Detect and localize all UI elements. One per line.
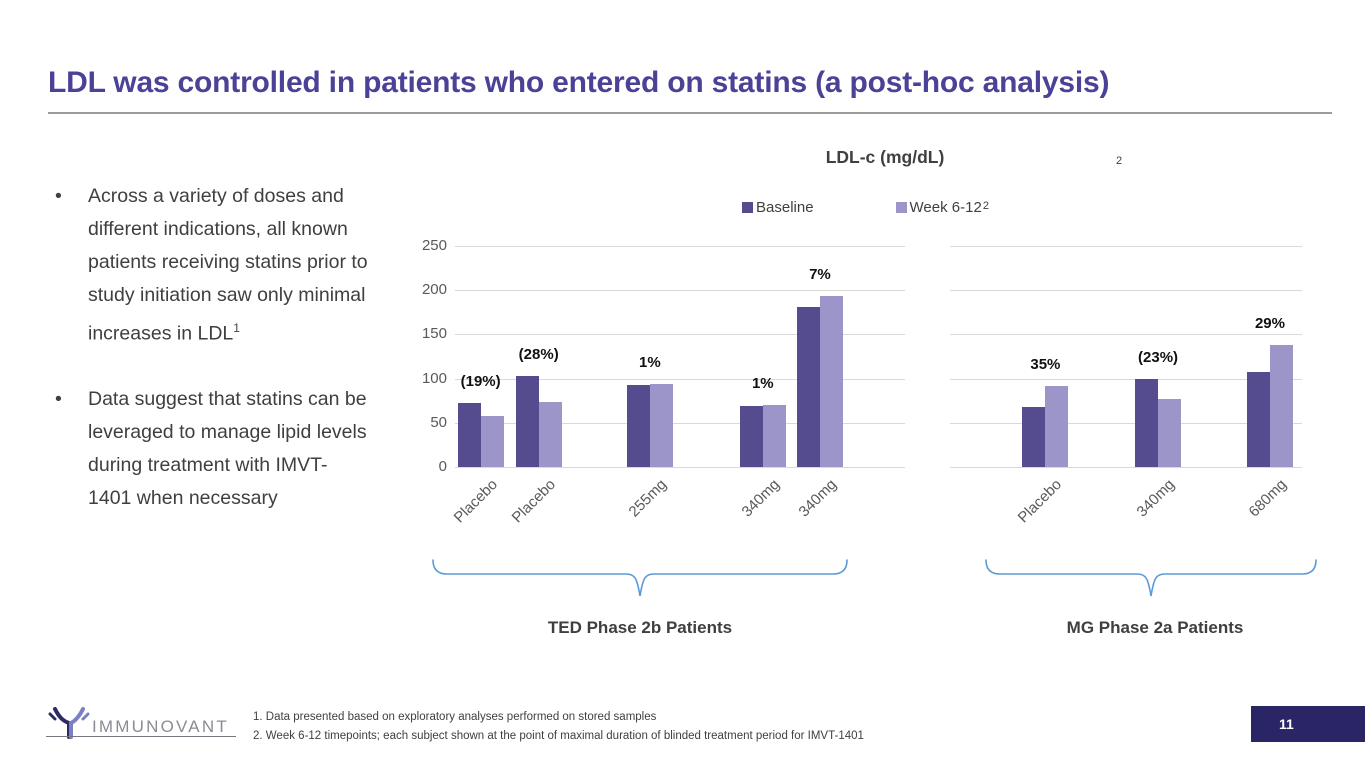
bar-baseline — [796, 306, 820, 467]
y-axis-tick-label: 50 — [430, 413, 447, 431]
immunovant-logo: IMMUNOVANT — [46, 706, 241, 744]
group-label: MG Phase 2a Patients — [1066, 618, 1244, 637]
change-percent-label: (28%) — [518, 345, 559, 363]
chart-legend: Baseline Week 6-12 2 — [742, 199, 989, 216]
bar-week6-12 — [1158, 398, 1182, 467]
chart-title: LDL-c (mg/dL) — [825, 147, 945, 167]
bar-baseline — [1022, 406, 1046, 467]
bar-baseline — [1246, 372, 1270, 467]
group-brace — [985, 559, 1317, 597]
antibody-icon — [48, 707, 90, 739]
bar-week6-12 — [480, 415, 504, 467]
footnote-ref: 1 — [233, 321, 240, 335]
x-axis-category-label: 340mg — [1133, 476, 1179, 521]
bullet-text: Across a variety of doses and different … — [88, 185, 368, 345]
bullet-marker: • — [55, 185, 62, 207]
bar-baseline — [457, 403, 481, 467]
x-axis-category-label: Placebo — [1015, 476, 1066, 527]
y-axis-tick-label: 150 — [421, 325, 447, 343]
gridline — [950, 378, 1302, 380]
legend-swatch-icon — [742, 202, 753, 213]
change-percent-label: 1% — [751, 375, 774, 393]
bar-week6-12 — [649, 383, 673, 467]
footnotes: 1. Data presented based on exploratory a… — [253, 708, 864, 746]
bar-baseline — [626, 384, 650, 467]
change-percent-label: 29% — [1254, 315, 1285, 332]
bar-baseline — [1135, 378, 1159, 467]
gridline — [455, 246, 905, 247]
bullet-text: Data suggest that statins can be leverag… — [88, 387, 367, 509]
group-brace — [432, 559, 848, 597]
bullet-list: • Across a variety of doses and different… — [48, 180, 368, 515]
bar-week6-12 — [1045, 385, 1069, 467]
gridline — [950, 290, 1302, 292]
page-title: LDL was controlled in patients who enter… — [48, 66, 1110, 99]
bar-week6-12 — [538, 401, 562, 467]
bar-week6-12 — [1269, 345, 1293, 467]
bar-baseline — [739, 406, 763, 467]
bullet-marker: • — [55, 387, 62, 410]
bar-week6-12 — [762, 405, 786, 467]
change-percent-label: 7% — [809, 265, 831, 283]
y-axis-tick-label: 250 — [421, 237, 447, 254]
bullet-item: • Across a variety of doses and different… — [48, 180, 368, 351]
gridline — [950, 334, 1302, 336]
bar-baseline — [515, 375, 539, 467]
legend-label: Week 6-12 — [909, 199, 982, 216]
page-number-badge: 11 — [1251, 706, 1365, 742]
gridline — [950, 467, 1302, 468]
change-percent-label: 1% — [639, 353, 661, 371]
legend-swatch-icon — [895, 202, 907, 213]
gridline — [455, 467, 905, 468]
x-axis-category-label: 255mg — [625, 476, 670, 521]
logo-underline — [46, 736, 236, 737]
chart-title-superscript: 2 — [1116, 155, 1123, 167]
change-percent-label: 35% — [1030, 355, 1061, 373]
gridline — [455, 422, 905, 424]
y-axis-tick-label: 100 — [421, 369, 447, 387]
logo-wordmark: IMMUNOVANT — [92, 717, 229, 736]
gridline — [950, 246, 1302, 247]
title-underline — [48, 112, 1332, 114]
footnote-line: 1. Data presented based on exploratory a… — [253, 711, 657, 723]
change-percent-label: (19%) — [460, 373, 501, 391]
legend-item: Week 6-12 2 — [895, 199, 989, 216]
y-axis-tick-label: 200 — [421, 281, 447, 299]
gridline — [455, 378, 905, 380]
legend-item: Baseline — [742, 199, 814, 216]
footnote-line: 2. Week 6-12 timepoints; each subject sh… — [253, 730, 864, 742]
x-axis-category-label: 680mg — [1245, 476, 1290, 521]
gridline — [455, 290, 905, 292]
legend-superscript: 2 — [982, 199, 989, 212]
y-axis-tick-label: 0 — [438, 458, 447, 475]
gridline — [455, 334, 905, 336]
bullet-item: • Data suggest that statins can be levera… — [48, 383, 368, 515]
legend-label: Baseline — [756, 199, 814, 216]
group-label: TED Phase 2b Patients — [547, 618, 733, 637]
change-percent-label: (23%) — [1138, 348, 1179, 366]
bar-week6-12 — [819, 295, 843, 467]
gridline — [950, 422, 1302, 424]
